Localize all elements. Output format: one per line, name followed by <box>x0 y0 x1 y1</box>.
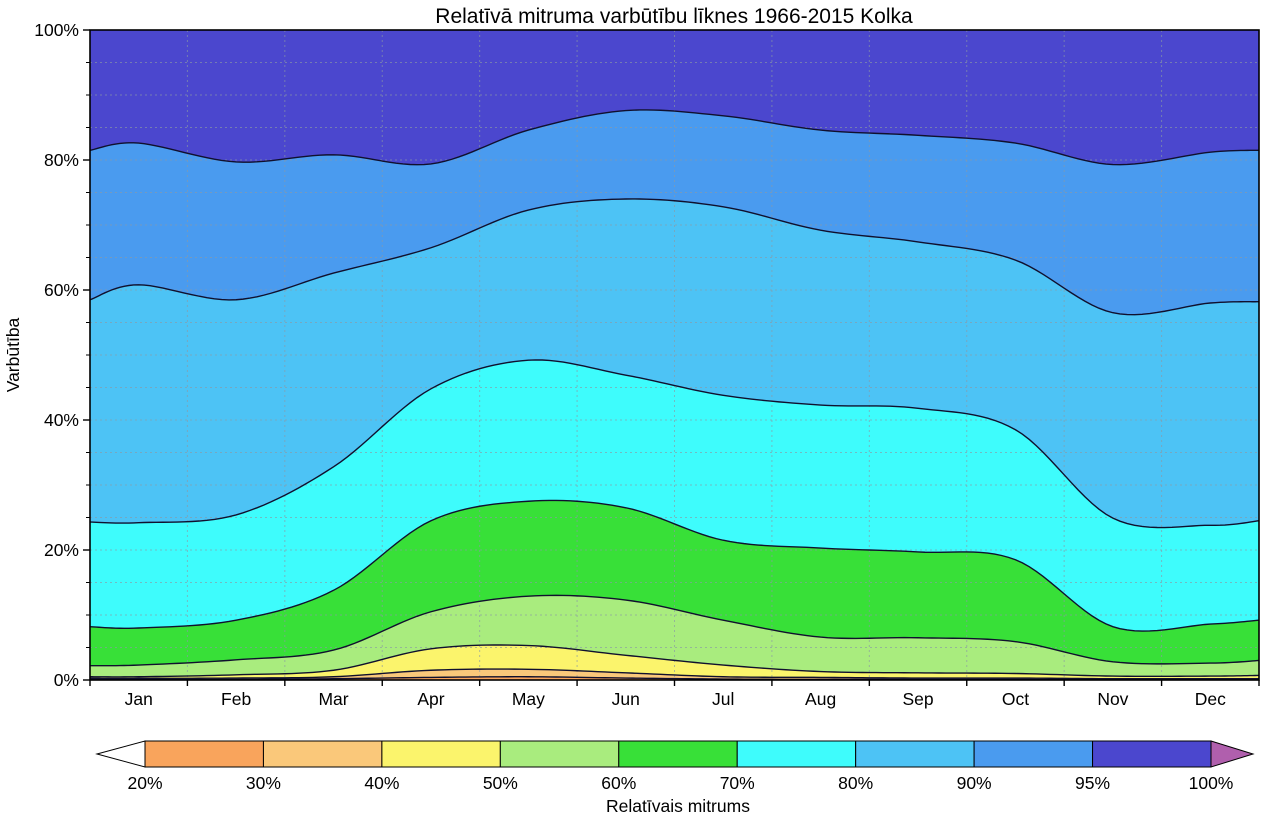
x-month-label: Sep <box>902 689 933 709</box>
contour-line-50-60% <box>90 594 1259 667</box>
colorbar-tick-label: 90% <box>957 773 992 793</box>
contour-band-30-40% <box>90 669 1259 680</box>
y-tick-label: 60% <box>44 280 79 300</box>
colorbar-segment <box>736 740 857 768</box>
colorbar-tick-label: 95% <box>1075 773 1110 793</box>
colorbar-tick-label: 20% <box>127 773 162 793</box>
y-axis-title: Varbūtība <box>3 317 23 392</box>
x-month-label: Jun <box>612 689 640 709</box>
x-month-label: Aug <box>805 689 836 709</box>
colorbar-segment <box>618 740 738 768</box>
colorbar-segment <box>262 740 383 768</box>
y-tick-label: 80% <box>44 150 79 170</box>
colorbar-right-arrow <box>1210 740 1255 768</box>
y-tick-label: 0% <box>54 670 79 690</box>
x-month-label: Nov <box>1097 689 1128 709</box>
contour-band-60-70% <box>90 500 1259 666</box>
colorbar: 20% 30% 40% 50% 60% 70% 80% 90% 95% 100% <box>95 740 1255 793</box>
contour-line-40-50% <box>90 644 1259 678</box>
contour-line-60-70% <box>90 499 1259 632</box>
grid-layer <box>90 30 1259 680</box>
colorbar-segment <box>499 740 620 768</box>
colorbar-tick-label: 70% <box>720 773 755 793</box>
colorbar-segment <box>973 740 1094 768</box>
colorbar-segment <box>144 740 264 768</box>
y-tick-label: 20% <box>44 540 79 560</box>
axes-layer: 0% 20% 40% 60% 80% 100% Jan Feb Mar Apr May Jun Jul A… <box>34 20 1260 709</box>
colorbar-title: Relatīvais mitrums <box>606 796 750 816</box>
contour-line-30-40% <box>90 668 1259 680</box>
x-month-label: Apr <box>417 689 444 709</box>
contour-line-80-90% <box>90 198 1259 316</box>
x-month-label: Feb <box>221 689 251 709</box>
colorbar-tick-label: 60% <box>601 773 636 793</box>
x-month-label: Jan <box>125 689 153 709</box>
colorbar-tick-label: 100% <box>1189 773 1234 793</box>
colorbar-tick-label: 50% <box>483 773 518 793</box>
x-month-label: Dec <box>1195 689 1226 709</box>
contour-line-70-80% <box>90 359 1259 529</box>
x-month-label: Mar <box>318 689 348 709</box>
colorbar-tick-label: 30% <box>246 773 281 793</box>
colorbar-left-arrow <box>95 740 146 768</box>
contour-line-90-95% <box>90 109 1259 166</box>
chart-title: Relatīvā mitruma varbūtību līknes 1966-2… <box>435 5 913 28</box>
colorbar-segment <box>1092 740 1212 768</box>
y-tick-label: 100% <box>34 20 79 40</box>
x-month-label: Jul <box>712 689 734 709</box>
x-month-label: Oct <box>1002 689 1029 709</box>
contour-lines-layer <box>90 109 1259 680</box>
contour-band-20-30% <box>90 676 1259 680</box>
colorbar-tick-label: 80% <box>838 773 873 793</box>
colorbar-tick-label: 40% <box>364 773 399 793</box>
colorbar-segment <box>381 740 501 768</box>
x-month-label: May <box>512 689 545 709</box>
colorbar-segment <box>855 740 975 768</box>
y-tick-label: 40% <box>44 410 79 430</box>
